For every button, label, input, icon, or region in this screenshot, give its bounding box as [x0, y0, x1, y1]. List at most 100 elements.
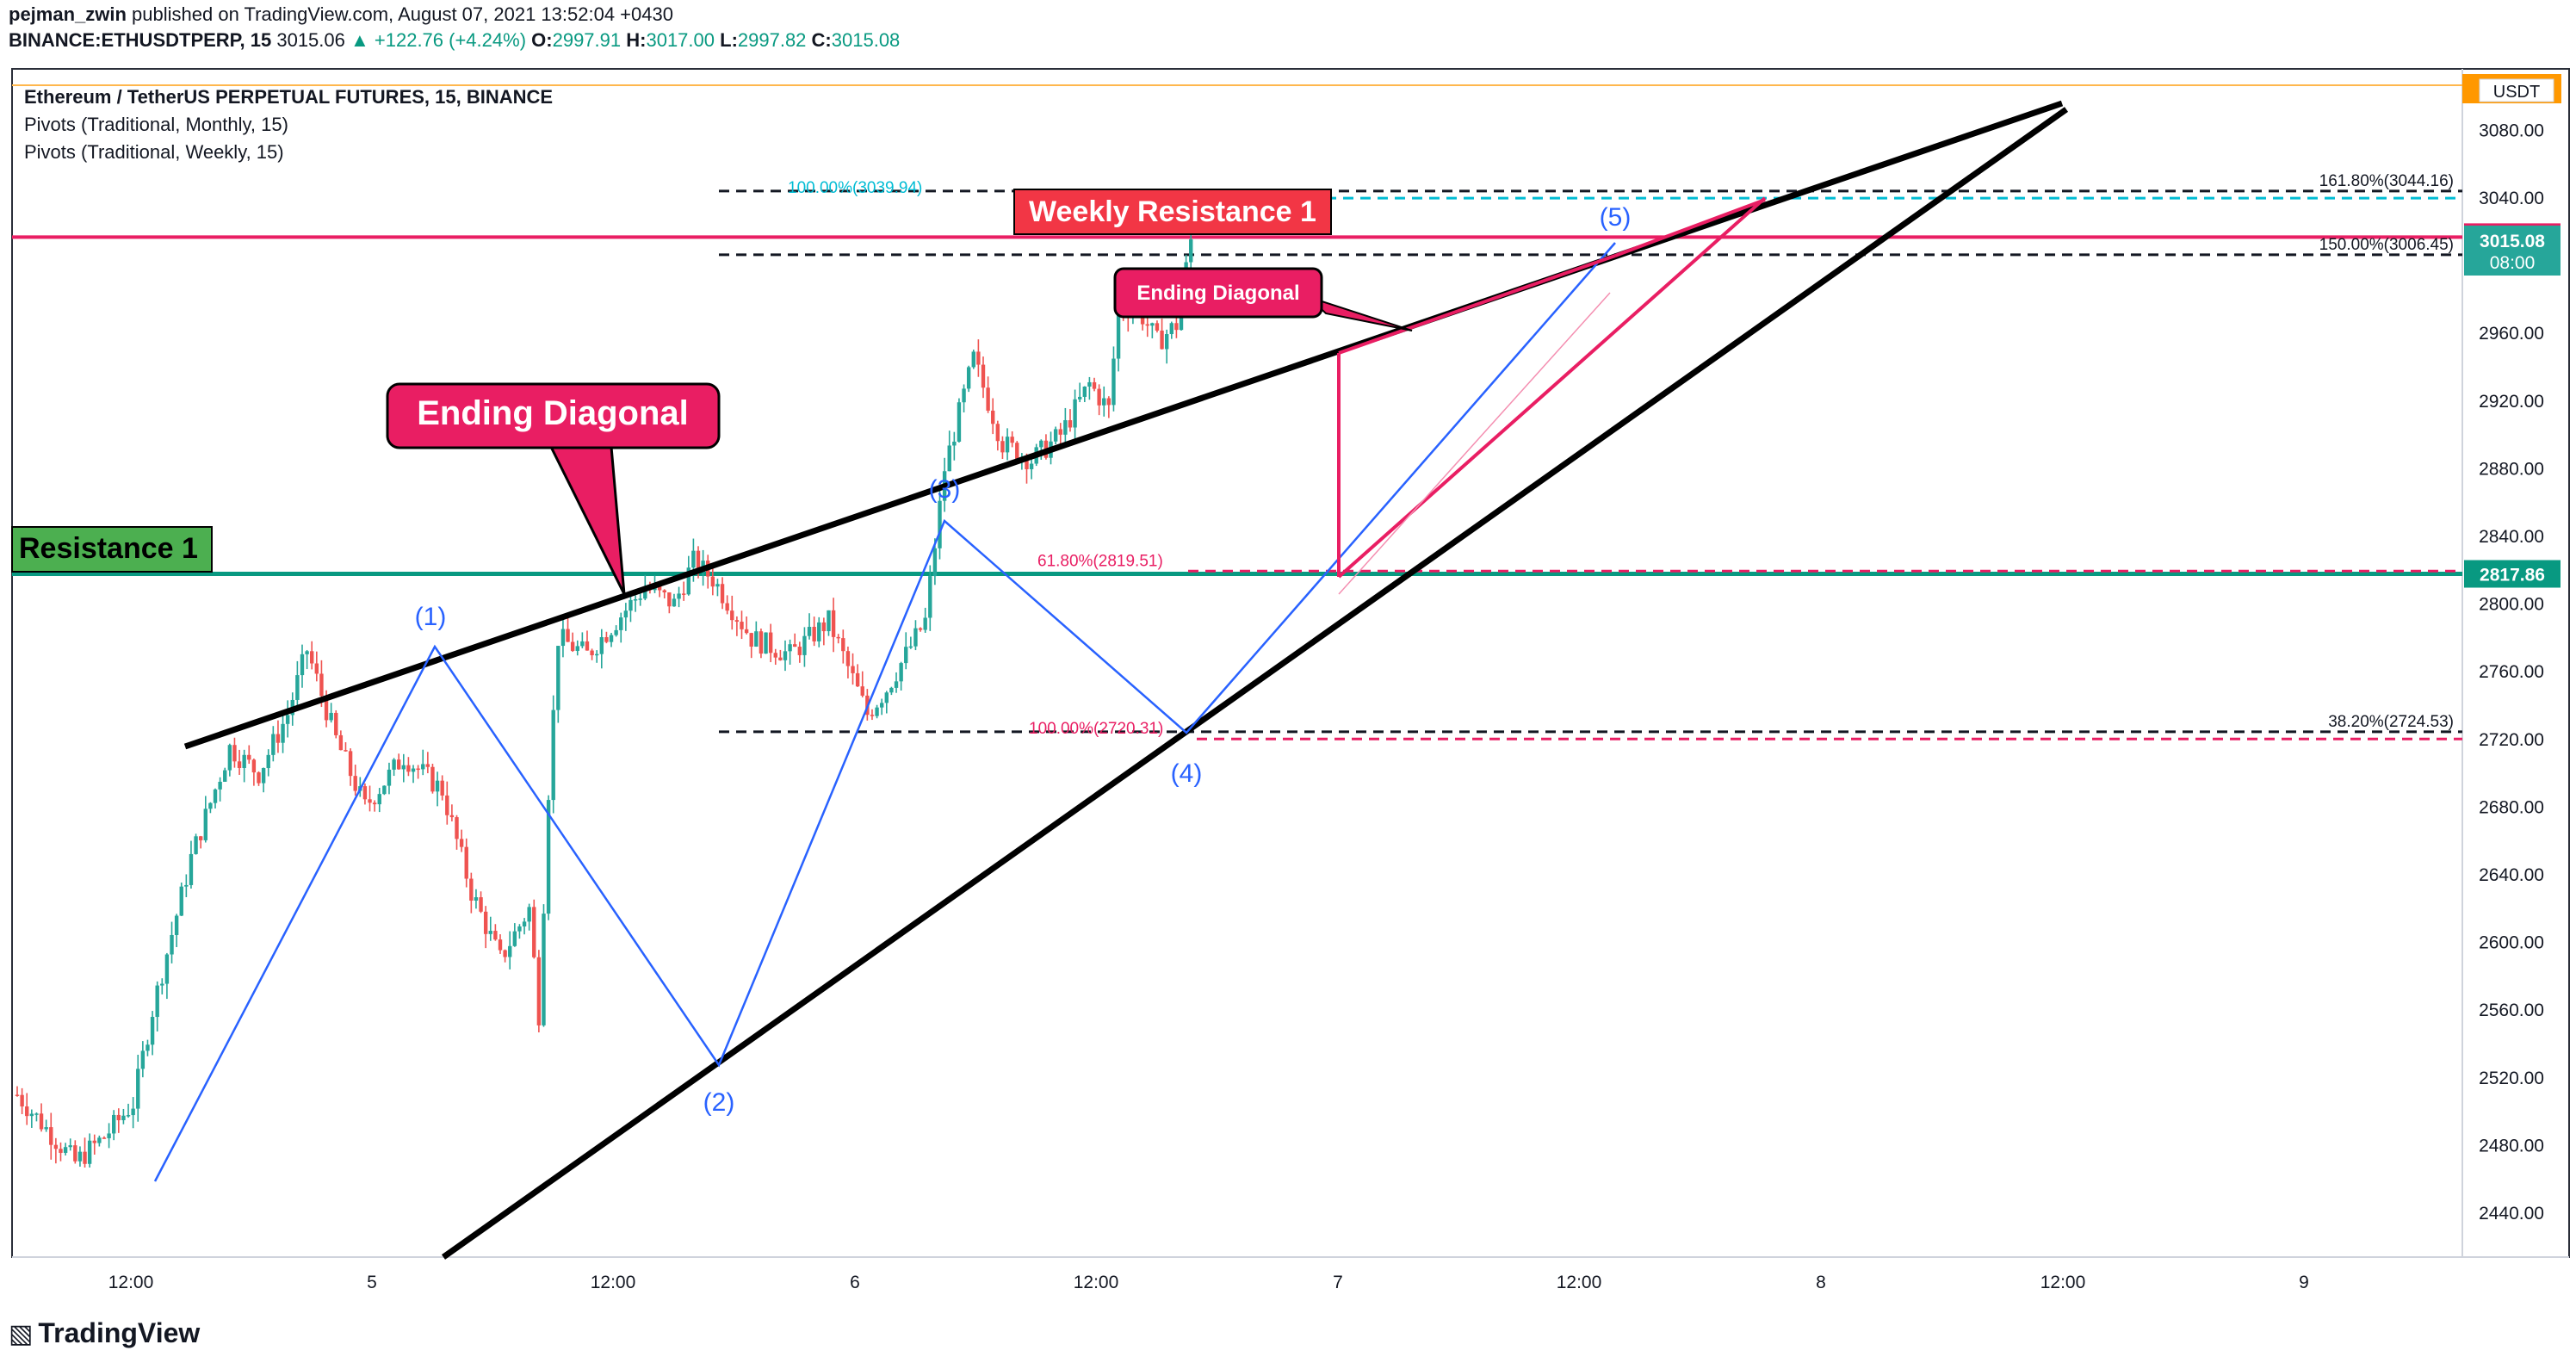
candle-body [170, 934, 174, 955]
candle-body [498, 939, 503, 951]
candle-body [179, 886, 183, 916]
candle-body [430, 766, 435, 792]
candles-layer [15, 228, 1193, 1168]
ohlc-bar: BINANCE:ETHUSDTPERP, 15 3015.06 ▲ +122.7… [9, 29, 900, 52]
candle-body [305, 651, 309, 654]
candle-body [1068, 420, 1073, 428]
currency-label[interactable]: USDT [2493, 83, 2540, 102]
candle-body [585, 641, 590, 651]
candle-body [851, 666, 855, 673]
wave-label: (5) [1600, 203, 1632, 232]
candle-body [20, 1094, 24, 1107]
candle-body [53, 1144, 59, 1149]
candle-body [1102, 398, 1106, 406]
candle-body [198, 836, 203, 840]
candle-body [715, 584, 720, 587]
y-tick-label: 3040.00 [2479, 189, 2544, 208]
price-change: ▲ +122.76 (+4.24%) [350, 29, 527, 51]
candle-body [918, 628, 923, 630]
candle-body [44, 1127, 48, 1130]
candle-body [344, 750, 348, 752]
candle-body [759, 631, 764, 654]
candle-body [527, 907, 531, 922]
y-tick-label: 2600.00 [2479, 933, 2544, 953]
candle-body [324, 696, 329, 721]
candle-body [522, 921, 527, 926]
candle-body [387, 769, 392, 786]
candle-body [836, 636, 840, 639]
y-tick-label: 2880.00 [2479, 459, 2544, 479]
candle-body [542, 914, 546, 1025]
legend-title: Ethereum / TetherUS PERPETUAL FUTURES, 1… [24, 86, 553, 108]
x-tick-label: 7 [1333, 1273, 1343, 1292]
last-price-tag [2464, 226, 2561, 276]
elliott-wave-path [153, 242, 1616, 1182]
candle-body [1112, 358, 1116, 406]
resistance-label: Resistance 1 [19, 532, 198, 565]
candle-body [932, 548, 938, 577]
candle-body [353, 776, 357, 791]
candle-body [319, 673, 324, 697]
candle-body [962, 388, 966, 403]
candle-body [1073, 399, 1077, 428]
candle-body [1106, 398, 1112, 406]
candle-body [416, 768, 420, 771]
small-diagonal-apex [1614, 198, 1766, 257]
y-tick-label: 2840.00 [2479, 527, 2544, 547]
candle-body [657, 585, 662, 591]
tradingview-logo-icon: ▧ [9, 1320, 34, 1348]
drawings-layer: (1) (2) (3) (4) (5) Resistance 1 Weekly Resist… [11, 100, 2069, 1260]
candle-body [546, 800, 551, 914]
candle-body [1005, 437, 1010, 453]
publish-info: pejman_zwin published on TradingView.com… [9, 3, 673, 26]
author-name[interactable]: pejman_zwin [9, 3, 127, 25]
candle-body [870, 715, 875, 716]
y-tick-label: 2560.00 [2479, 1001, 2544, 1020]
candle-body [372, 802, 377, 805]
callout-box-small [1113, 267, 1323, 319]
candle-body [174, 915, 179, 935]
candle-body [1174, 323, 1179, 331]
candle-body [242, 754, 246, 768]
candle-body [536, 957, 542, 1025]
candle-body [821, 622, 827, 632]
candle-body [619, 617, 623, 630]
candle-body [435, 780, 440, 792]
candle-body [189, 853, 194, 885]
last-price-label: 3015.08 [2480, 232, 2545, 251]
candle-body [136, 1069, 140, 1109]
close-value: 3015.08 [831, 29, 901, 51]
candle-body [749, 633, 753, 647]
candle-body [247, 754, 251, 760]
candle-body [966, 367, 971, 389]
candle-body [121, 1115, 126, 1121]
chart-frame [11, 68, 2570, 1258]
x-tick-label: 12:00 [2040, 1273, 2086, 1292]
candle-body [1015, 443, 1019, 462]
candle-body [1000, 441, 1005, 453]
lower-trendline [441, 107, 2069, 1260]
fib-level-label: 61.80%(2819.51) [1037, 552, 1163, 570]
y-tick-label: 2480.00 [2479, 1136, 2544, 1155]
candle-body [590, 650, 594, 656]
candle-body [1092, 381, 1097, 389]
candle-body [995, 424, 1000, 442]
candle-body [68, 1145, 72, 1148]
candle-body [570, 641, 575, 651]
candle-body [1025, 456, 1029, 469]
candle-body [677, 593, 681, 599]
candle-body [710, 576, 715, 587]
x-tick-label: 12:00 [1557, 1273, 1602, 1292]
candle-body [445, 795, 449, 815]
candle-body [285, 715, 290, 724]
resistance-label-box [11, 526, 213, 573]
candle-body [1029, 463, 1034, 469]
candle-body [338, 734, 344, 751]
candle-body [348, 751, 353, 777]
candle-body [281, 723, 285, 743]
tradingview-footer[interactable]: ▧ TradingView [9, 1317, 200, 1349]
candle-body [488, 931, 492, 934]
candle-body [421, 764, 425, 770]
candle-body [459, 839, 464, 847]
